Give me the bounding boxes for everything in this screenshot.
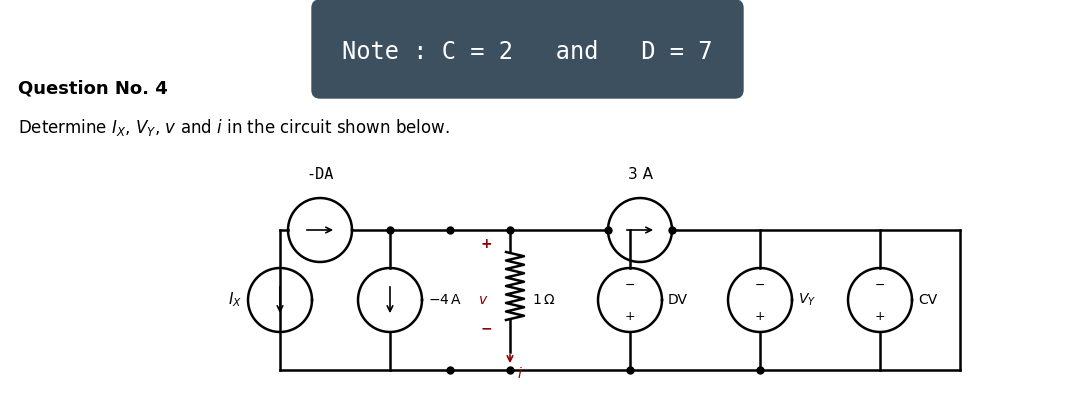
Text: −: − [481, 321, 492, 335]
Text: $V_Y$: $V_Y$ [798, 292, 816, 308]
Text: 3 A: 3 A [627, 167, 652, 182]
Text: +: + [755, 310, 766, 323]
Text: +: + [481, 237, 492, 251]
Text: CV: CV [918, 293, 937, 307]
Text: Question No. 4: Question No. 4 [18, 79, 167, 97]
Text: $-4\,$A: $-4\,$A [428, 293, 462, 307]
Text: 1$\,\Omega$: 1$\,\Omega$ [532, 293, 555, 307]
Text: DV: DV [669, 293, 688, 307]
FancyBboxPatch shape [312, 0, 743, 98]
Text: −: − [875, 279, 886, 292]
Text: $I_X$: $I_X$ [228, 291, 242, 310]
Text: −: − [624, 279, 635, 292]
Text: -DA: -DA [307, 167, 334, 182]
Text: $v$: $v$ [477, 293, 488, 307]
Text: +: + [624, 310, 635, 323]
Text: Note : C = 2   and   D = 7: Note : C = 2 and D = 7 [341, 40, 712, 64]
Text: $i$: $i$ [517, 366, 523, 381]
Text: −: − [755, 279, 766, 292]
Text: Determine $I_X$, $V_Y$, $v$ and $i$ in the circuit shown below.: Determine $I_X$, $V_Y$, $v$ and $i$ in t… [18, 118, 449, 139]
Text: +: + [875, 310, 886, 323]
